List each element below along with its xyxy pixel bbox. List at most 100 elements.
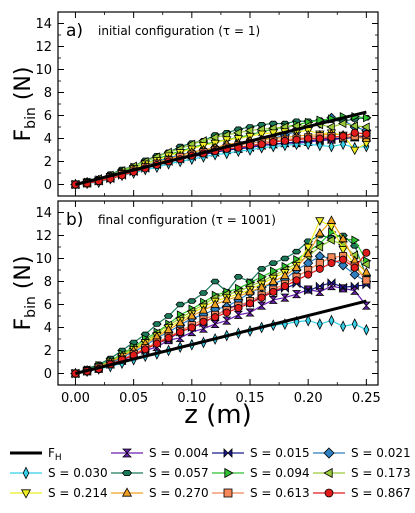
data-point	[222, 308, 231, 317]
data-point	[257, 301, 267, 310]
y-tick-label: 10	[35, 63, 52, 78]
data-point	[233, 310, 243, 319]
x-tick-label: 0.25	[352, 391, 381, 406]
data-point	[340, 320, 347, 333]
legend-entry: S = 0.004	[111, 446, 209, 460]
data-point	[152, 321, 162, 327]
data-point	[338, 246, 348, 255]
data-point	[199, 317, 208, 326]
y-tick-label: 10	[35, 252, 52, 267]
legend-marker	[20, 489, 32, 499]
data-point	[328, 140, 335, 153]
data-point	[210, 320, 220, 329]
data-point	[314, 242, 324, 252]
legend-entry: S = 0.030	[10, 466, 108, 480]
data-point	[211, 313, 220, 322]
x-tick-label: 0.20	[294, 391, 323, 406]
legend-label: S = 0.015	[250, 446, 310, 460]
data-point	[305, 314, 312, 327]
data-point	[362, 129, 371, 138]
data-point	[280, 293, 290, 302]
data-point	[175, 301, 185, 308]
data-point	[363, 323, 370, 336]
legend-label: S = 0.867	[351, 486, 411, 500]
data-point	[362, 248, 371, 257]
y-tick-label: 8	[44, 275, 52, 290]
data-point	[326, 215, 337, 224]
y-tick-label: 0	[44, 367, 52, 382]
data-point	[339, 132, 348, 141]
panel-letter: a)	[66, 21, 83, 41]
legend: FH S = 0.004 S = 0.015 S = 0.021 S = 0.030 S …	[10, 446, 411, 500]
data-point	[339, 255, 348, 264]
data-point	[304, 286, 313, 296]
data-point	[163, 324, 174, 334]
legend-entry: S = 0.021	[313, 446, 411, 460]
legend-label: S = 0.030	[48, 466, 108, 480]
y-tick-label: 6	[44, 298, 52, 313]
series-f-h	[75, 110, 367, 186]
data-point	[187, 298, 197, 304]
data-point	[233, 128, 242, 138]
y-axis-label: Fbin (N)	[11, 256, 39, 331]
legend-label: S = 0.270	[149, 486, 209, 500]
legend-entry: S = 0.867	[313, 486, 411, 500]
data-point	[176, 328, 185, 337]
data-point	[268, 260, 278, 266]
data-point	[152, 339, 161, 348]
data-point	[361, 259, 370, 269]
data-point	[292, 135, 301, 144]
plot-frame	[57, 11, 379, 197]
legend-entry: S = 0.015	[212, 446, 310, 460]
data-point	[362, 276, 371, 285]
y-tick-label: 4	[44, 132, 52, 147]
data-point	[198, 324, 209, 333]
legend-label: S = 0.214	[48, 486, 108, 500]
legend-marker	[323, 467, 333, 479]
legend-entry: S = 0.057	[111, 466, 209, 480]
legend-marker	[122, 448, 132, 458]
data-point	[280, 136, 289, 145]
data-point	[351, 318, 358, 330]
legend-marker	[22, 466, 30, 480]
data-point	[363, 113, 372, 123]
data-point	[244, 125, 254, 136]
legend-marker	[323, 447, 335, 459]
data-point	[233, 274, 244, 280]
legend-entry: S = 0.613	[212, 486, 310, 500]
data-point	[269, 137, 278, 146]
data-point	[350, 146, 360, 156]
series-f-h	[75, 299, 367, 375]
legend-entry: S = 0.214	[10, 486, 108, 500]
data-point	[337, 118, 347, 129]
data-point	[163, 313, 174, 319]
data-point	[339, 282, 348, 292]
data-point	[315, 217, 325, 226]
data-point	[222, 316, 232, 325]
data-point	[326, 122, 335, 132]
data-point	[256, 266, 267, 272]
data-point	[361, 267, 372, 276]
data-point	[350, 281, 359, 291]
data-point	[304, 134, 313, 143]
x-tick-label: 0.05	[119, 391, 148, 406]
y-tick-label: 6	[44, 109, 52, 124]
series-line	[75, 319, 367, 375]
y-tick-label: 12	[35, 229, 52, 244]
data-point	[304, 270, 313, 279]
legend-label: FH	[48, 446, 62, 463]
legend-label: S = 0.173	[351, 466, 411, 480]
data-point	[338, 233, 348, 243]
data-point	[245, 286, 255, 296]
panel-a: 0 2 4 6 8 10 12 14 Fbin (N) a) initial configurati…	[11, 11, 379, 197]
data-point	[280, 255, 290, 262]
y-tick-label: 2	[44, 344, 52, 359]
data-point	[349, 121, 359, 131]
data-point	[350, 263, 359, 272]
fh-line	[75, 110, 367, 186]
data-point	[222, 294, 232, 304]
data-point	[291, 248, 302, 255]
legend-label: S = 0.021	[351, 446, 411, 460]
legend-label: S = 0.004	[149, 446, 209, 460]
y-tick-label: 4	[44, 321, 52, 336]
